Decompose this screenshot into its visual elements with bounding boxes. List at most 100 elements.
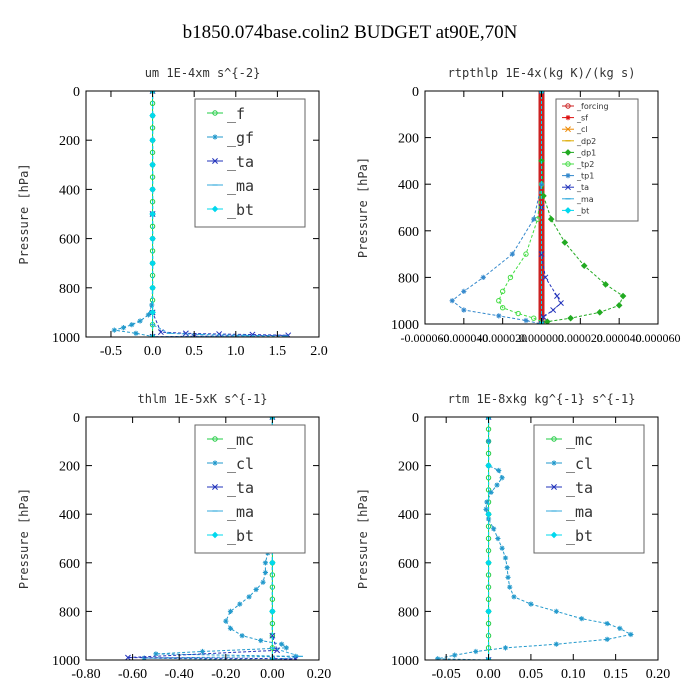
data-point-ta	[124, 654, 131, 660]
data-point-bt	[149, 112, 156, 119]
y-tick-label: 200	[59, 460, 80, 475]
data-point-dp1	[580, 262, 588, 270]
legend-entry-gf: _gf	[227, 129, 254, 147]
data-point-ta	[149, 91, 156, 94]
series-group	[449, 91, 627, 324]
data-point-bt	[269, 608, 276, 615]
data-point-cl	[495, 535, 501, 542]
legend: _mc _cl _ta _ma _bt	[194, 424, 306, 554]
data-point-tp1	[496, 313, 502, 319]
y-tick-label: 1000	[52, 654, 80, 669]
data-point-bt	[149, 259, 156, 267]
data-point-mc	[485, 620, 492, 627]
y-tick-label: 0	[412, 85, 419, 100]
data-point-cl	[279, 641, 285, 647]
x-tick-label: -0.40	[165, 667, 194, 682]
x-tick-label: -0.80	[71, 667, 100, 682]
data-point-gf	[145, 312, 152, 318]
data-point-tp1	[531, 216, 537, 222]
legend-entry-ta: _ta	[576, 183, 589, 192]
legend-marker-dp1	[564, 149, 572, 156]
series-line-tp2	[498, 91, 542, 324]
data-point-cl	[504, 565, 510, 571]
data-point-tp2	[496, 298, 502, 304]
data-point-gf	[129, 322, 135, 328]
series-group	[111, 91, 292, 337]
y-axis-label: Pressure [hPa]	[356, 157, 370, 258]
legend-entry-mc: _mc	[227, 431, 254, 449]
data-point-ta	[485, 657, 492, 660]
legend-entry-sf: _sf	[576, 114, 588, 123]
x-tick-label: 0.00	[260, 667, 285, 682]
data-point-cl	[502, 645, 509, 651]
data-point-tp2	[523, 251, 529, 257]
data-point-cl	[496, 467, 502, 474]
legend-entry-ma: _ma	[227, 503, 254, 521]
data-point-cl	[262, 569, 269, 576]
x-tick-label: -0.60	[118, 667, 147, 682]
data-point-tp1	[509, 251, 515, 257]
data-point-dp1	[602, 281, 609, 288]
y-tick-label: 600	[398, 557, 419, 572]
x-tick-label: 0.000060	[636, 331, 681, 345]
data-point-cl	[488, 489, 494, 495]
data-point-gf	[111, 327, 117, 333]
data-point-bt	[269, 559, 276, 567]
x-tick-label: 0.05	[519, 667, 544, 682]
data-point-dp1	[544, 318, 551, 324]
data-point-ta	[557, 300, 564, 306]
legend-marker-bt	[211, 531, 219, 539]
data-point-bt	[485, 510, 492, 518]
data-point-gf	[137, 318, 143, 324]
data-point-gf	[133, 330, 139, 336]
data-point-ta	[538, 91, 545, 94]
data-point-f	[149, 149, 156, 156]
legend-marker-mc	[551, 436, 557, 442]
y-tick-label: 400	[398, 508, 419, 523]
data-point-cl	[511, 594, 517, 600]
data-point-dp1	[561, 239, 569, 246]
y-tick-label: 400	[59, 183, 80, 198]
data-point-cl	[473, 648, 479, 655]
legend-entry-ta: _ta	[566, 479, 593, 497]
legend-marker-cl	[565, 126, 571, 133]
legend: _f _gf _ta _ma _bt	[194, 98, 306, 228]
chart-panel-rtm: rtm 1E-8xkg kg^{-1} s^{-1} Pressure [hPa]…	[356, 392, 670, 682]
legend-entry-tp1: _tp1	[576, 172, 594, 181]
y-tick-label: 0	[412, 411, 419, 426]
data-point-bt	[149, 186, 156, 193]
data-point-cl	[579, 616, 585, 622]
x-tick-label: 0.000000	[519, 331, 564, 345]
y-tick-label: 0	[73, 411, 80, 426]
data-point-ta	[269, 657, 276, 660]
y-tick-label: 600	[59, 233, 80, 248]
legend-entry-ta: _ta	[227, 153, 254, 171]
chart-panel-um: um 1E-4xm s^{-2} Pressure [hPa] 0 200 400 600…	[17, 66, 328, 359]
data-point-ta	[269, 632, 276, 639]
legend-marker-bt	[550, 531, 558, 539]
y-axis-label: Pressure [hPa]	[356, 488, 370, 589]
legend-marker-ta	[212, 158, 218, 164]
x-tick-label: 0.20	[307, 667, 332, 682]
chart-panel-thlm: thlm 1E-5xK s^{-1} Pressure [hPa] 0 200 400 6…	[17, 392, 331, 682]
legend-entry-ma: _ma	[566, 503, 593, 521]
y-tick-label: 800	[59, 605, 80, 620]
data-point-bt	[149, 309, 156, 316]
data-point-ta	[550, 307, 557, 313]
legend-marker-sf	[565, 115, 571, 121]
chart-title: rtpthlp 1E-4x(kg K)/(kg s)	[448, 66, 636, 80]
chart-title: rtm 1E-8xkg kg^{-1} s^{-1}	[448, 392, 636, 406]
legend-marker-cl	[212, 460, 218, 466]
x-tick-label: -0.05	[432, 667, 461, 682]
legend-entry-tp2: _tp2	[576, 160, 594, 169]
legend-marker-tp2	[565, 161, 571, 167]
y-tick-label: 200	[398, 460, 419, 475]
legend: _forcing _sf _cl _dp2 _dp1 _tp2 _tp1 _ta _ma _bt	[555, 98, 639, 222]
data-point-tp1	[461, 288, 467, 294]
y-tick-label: 800	[59, 282, 80, 297]
legend-entry-cl: _cl	[566, 455, 593, 473]
x-tick-label: 1.0	[227, 344, 245, 359]
data-point-mc	[269, 620, 276, 627]
legend-entry-mc: _mc	[566, 431, 593, 449]
figure-title: b1850.074base.colin2 BUDGET at90E,70N	[183, 22, 518, 43]
